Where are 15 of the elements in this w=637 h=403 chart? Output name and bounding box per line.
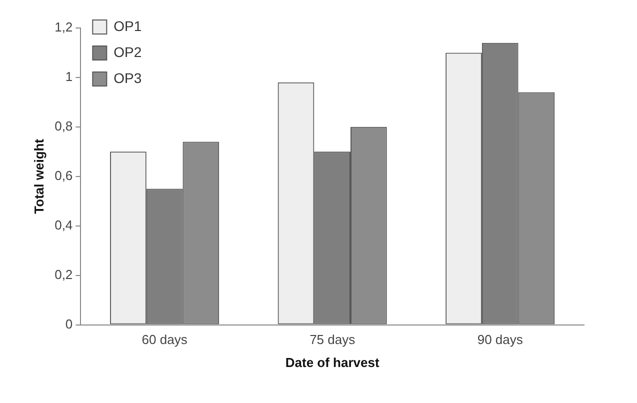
x-axis-title: Date of harvest [285, 354, 380, 370]
y-tick-label: 1,2 [54, 20, 73, 35]
y-tick-label: 0,4 [54, 217, 73, 232]
y-axis-title: Total weight [31, 138, 46, 214]
y-tick-label: 0,8 [54, 118, 73, 134]
y-tick-label: 0 [65, 316, 73, 332]
x-tick-label: 60 days [142, 332, 188, 348]
x-tick-label: 90 days [477, 332, 524, 348]
y-tick-label: 0,6 [54, 168, 73, 183]
legend-label: OP2 [114, 44, 142, 60]
legend-label: OP1 [114, 18, 142, 34]
x-tick-label: 75 days [310, 332, 356, 348]
legend-label: OP3 [114, 70, 142, 86]
y-tick-label: 1 [65, 69, 73, 84]
y-tick-label: 0,2 [54, 266, 73, 282]
